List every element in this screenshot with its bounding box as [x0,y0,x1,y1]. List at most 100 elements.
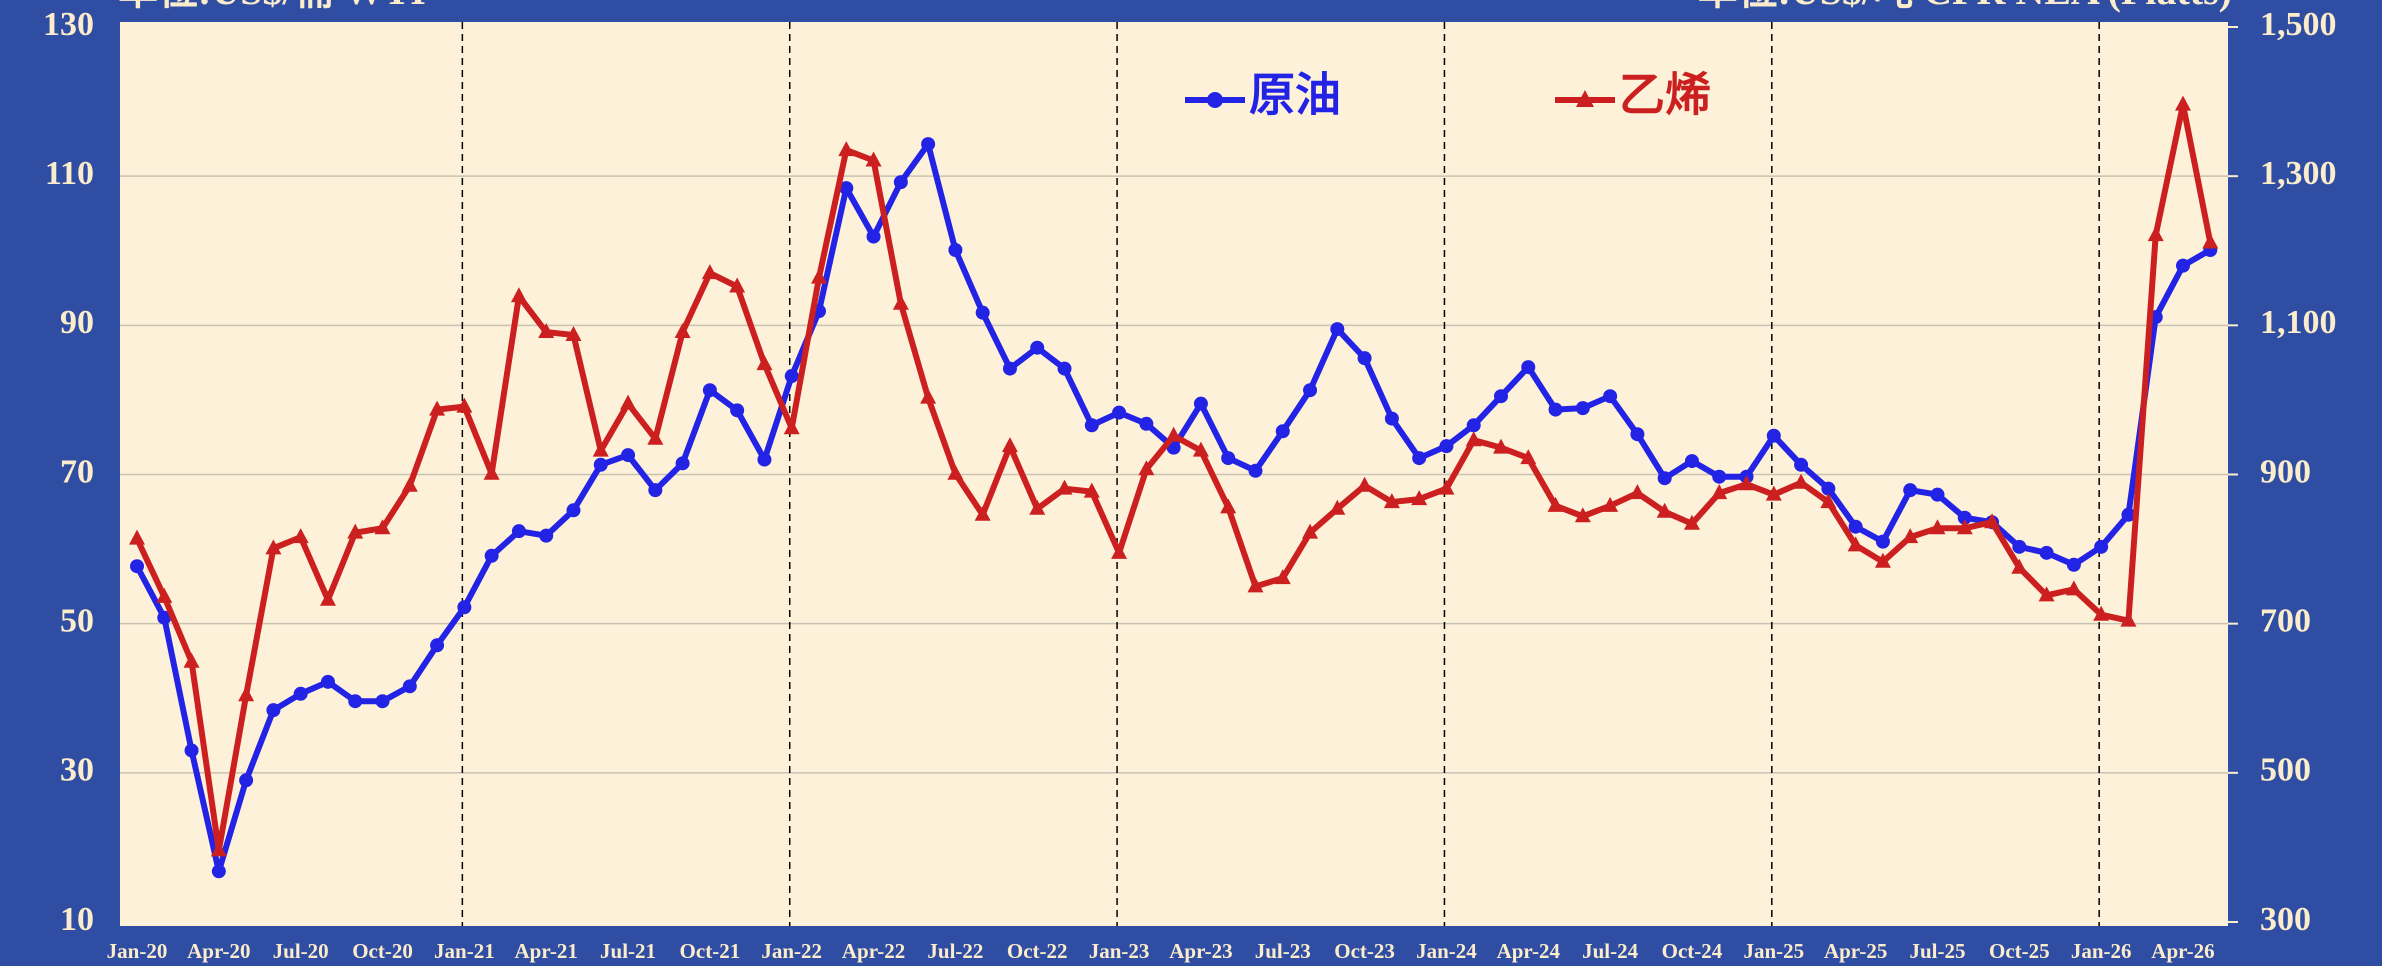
marker [1493,438,1509,454]
marker [1329,499,1346,515]
x-tick-label: Jan-22 [761,939,822,963]
y-tick-label: 30 [60,752,94,789]
y2-tick-label: 500 [2260,752,2311,789]
marker [429,400,446,416]
marker [1165,426,1182,442]
marker [1330,322,1345,337]
marker [210,841,227,857]
marker [1412,451,1427,466]
marker [593,457,608,472]
marker [783,419,800,435]
x-tick-label: Apr-21 [515,939,578,963]
y-tick-label: 110 [45,155,94,192]
marker [1083,482,1100,498]
marker [2147,226,2164,242]
marker [621,448,636,463]
marker [1903,483,1918,498]
marker [430,638,445,653]
marker [183,652,200,668]
marker [1821,481,1836,496]
x-tick-label: Jan-24 [1416,939,1477,963]
x-tick-label: Apr-25 [1824,939,1887,963]
y-tick-label: 10 [60,901,94,938]
marker [1574,507,1591,523]
y2-tick-label: 900 [2260,453,2311,490]
marker [565,326,582,342]
marker [1139,416,1154,431]
marker [2011,558,2028,574]
marker [1029,499,1046,515]
marker [1629,484,1646,500]
x-tick-label: Jul-21 [600,939,656,963]
marker [920,388,937,404]
legend-label: 原油 [1249,70,1341,121]
marker [539,528,554,543]
marker [1575,401,1590,416]
x-tick-label: Jan-21 [434,939,495,963]
legend-marker [1576,90,1594,107]
marker [184,743,199,758]
x-tick-label: Jul-20 [273,939,329,963]
marker [2121,507,2136,522]
marker [402,679,417,694]
marker [1356,476,1373,492]
marker [620,394,637,410]
marker [1847,536,1864,552]
marker [319,590,336,606]
marker [1930,487,1945,502]
right-axis-title: 单位:US$/吨 CFR NEA (Platts) [1698,0,2232,13]
marker [729,277,746,293]
marker [1875,534,1890,549]
marker [1548,402,1563,417]
marker [1603,389,1618,404]
y2-tick-label: 700 [2260,602,2311,639]
marker [839,181,854,196]
marker [702,383,717,398]
marker [538,323,555,339]
marker [1221,451,1236,466]
marker [1520,449,1537,465]
x-tick-label: Jul-24 [1582,939,1639,963]
marker [1874,552,1891,568]
marker [511,524,526,539]
marker [2202,233,2219,249]
marker [1001,437,1018,453]
marker [784,369,799,384]
y-tick-label: 70 [60,453,94,490]
marker [893,175,908,190]
x-tick-label: Jan-25 [1743,939,1804,963]
marker [1084,418,1099,433]
marker [1220,498,1237,514]
marker [1030,340,1045,355]
x-tick-label: Oct-23 [1334,939,1395,963]
y2-tick-label: 300 [2260,901,2311,938]
marker [1193,396,1208,411]
marker [1247,577,1264,593]
x-tick-label: Oct-25 [1989,939,2050,963]
legend-label: 乙烯 [1619,70,1711,121]
marker [1466,418,1481,433]
marker [674,323,691,339]
marker [1439,439,1454,454]
x-tick-label: Apr-22 [842,939,905,963]
x-tick-label: Jan-20 [107,939,168,963]
marker [1956,519,1973,535]
marker [1630,427,1645,442]
marker [1275,424,1290,439]
marker [156,587,173,603]
marker [2065,580,2082,596]
marker [1683,514,1700,530]
marker [1712,469,1727,484]
x-tick-label: Oct-21 [680,939,741,963]
y-tick-label: 130 [43,6,94,43]
marker [348,694,363,709]
marker [648,483,663,498]
x-tick-label: Apr-24 [1497,939,1561,963]
marker [1684,454,1699,469]
marker [1765,485,1782,501]
marker [592,441,609,457]
marker [1411,490,1428,506]
marker [1465,431,1482,447]
x-tick-label: Apr-23 [1169,939,1232,963]
